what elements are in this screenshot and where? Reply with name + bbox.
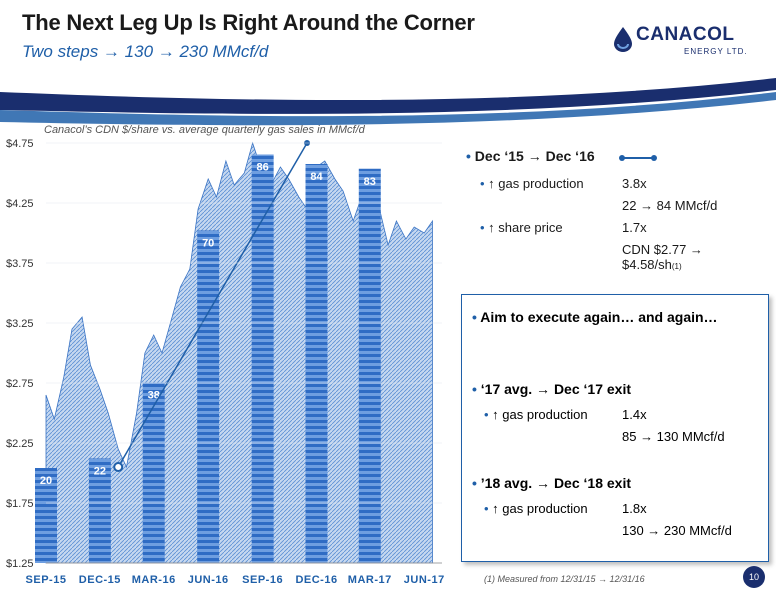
- gas-sales-bar: [142, 382, 165, 563]
- gas-sales-bar: [35, 468, 57, 563]
- bullet-head-1: • Dec ‘15 → Dec ‘16: [466, 148, 595, 164]
- x-tick-label: MAR-17: [348, 574, 392, 586]
- y-tick-label: $3.25: [6, 318, 34, 330]
- bullet-gas-detail-1: 22 → 84 MMcf/d: [622, 198, 718, 213]
- gas-sales-label: 86: [257, 162, 269, 174]
- x-tick-label: JUN-16: [188, 574, 229, 586]
- gas-sales-bar: [197, 230, 220, 563]
- trend-line: [117, 142, 308, 468]
- x-tick-label: DEC-16: [295, 574, 337, 586]
- share-price-area: [45, 141, 433, 564]
- x-tick-label: SEP-16: [242, 574, 283, 586]
- share-price-chart: 20 22 38 70 86 84 83 $4.75 $4.25 $3.75 $3.25 $2.75…: [6, 138, 445, 586]
- page-number: 10: [743, 566, 765, 588]
- legend-line-icon: [619, 155, 657, 161]
- gas-sales-label: 38: [148, 390, 160, 402]
- gas-sales-bar: [358, 168, 381, 563]
- gas-sales-label: 70: [202, 238, 214, 250]
- gas-sales-bar: [251, 154, 274, 563]
- bullet-gas-detail-3: 130 → 230 MMcf/d: [622, 523, 732, 538]
- y-tick-label: $4.75: [6, 138, 34, 150]
- bullet-head-2: • ‘17 avg. → Dec ‘17 exit: [472, 381, 631, 397]
- logo-subtitle: ENERGY LTD.: [684, 47, 748, 56]
- header-swoosh: [0, 78, 776, 126]
- bullet-gas-mult-3: 1.8x: [622, 501, 647, 516]
- gas-sales-label: 83: [364, 176, 376, 188]
- gas-sales-bar: [88, 458, 111, 563]
- y-tick-label: $2.25: [6, 438, 34, 450]
- bullet-head-3: • ’18 avg. → Dec ‘18 exit: [472, 475, 631, 491]
- slide-subtitle: Two steps → 130 → 230 MMcf/d: [22, 42, 269, 61]
- footnote: (1) Measured from 12/31/15 → 12/31/16: [484, 574, 645, 584]
- bullet-price-mult-1: 1.7x: [622, 220, 647, 235]
- bullet-gas-label-1: • ↑ gas production: [480, 176, 584, 191]
- y-tick-label: $3.75: [6, 258, 34, 270]
- aim-bullet: • Aim to execute again… and again…: [472, 309, 718, 325]
- bullet-gas-label-2: • ↑ gas production: [484, 407, 588, 422]
- y-tick-label: $4.25: [6, 198, 34, 210]
- chart-caption: Canacol’s CDN $/share vs. average quarte…: [44, 124, 365, 136]
- bullet-price-detail-1: CDN $2.77 → $4.58/sh(1): [622, 242, 703, 272]
- gas-sales-label: 20: [40, 475, 52, 487]
- gas-sales-label: 84: [310, 171, 323, 183]
- logo-drop-icon: [614, 27, 632, 52]
- bullet-gas-detail-2: 85 → 130 MMcf/d: [622, 429, 725, 444]
- bullet-gas-label-3: • ↑ gas production: [484, 501, 588, 516]
- logo-name: CANACOL: [636, 24, 735, 45]
- y-tick-label: $2.75: [6, 378, 34, 390]
- bullet-price-label-1: • ↑ share price: [480, 220, 563, 235]
- y-tick-label: $1.25: [6, 558, 34, 570]
- y-tick-label: $1.75: [6, 498, 34, 510]
- x-tick-label: DEC-15: [79, 574, 121, 586]
- x-tick-label: MAR-16: [132, 574, 176, 586]
- company-logo: CANACOL ENERGY LTD.: [612, 22, 760, 66]
- x-tick-label: SEP-15: [26, 574, 67, 586]
- gas-sales-label: 22: [94, 466, 106, 478]
- gas-sales-bar: [305, 164, 328, 563]
- bullet-gas-mult-1: 3.8x: [622, 176, 647, 191]
- x-tick-label: JUN-17: [404, 574, 445, 586]
- trend-start-point: [113, 462, 124, 472]
- execution-box: • Aim to execute again… and again… • ‘17…: [461, 294, 769, 562]
- bullet-gas-mult-2: 1.4x: [622, 407, 647, 422]
- slide-title: The Next Leg Up Is Right Around the Corn…: [22, 10, 475, 35]
